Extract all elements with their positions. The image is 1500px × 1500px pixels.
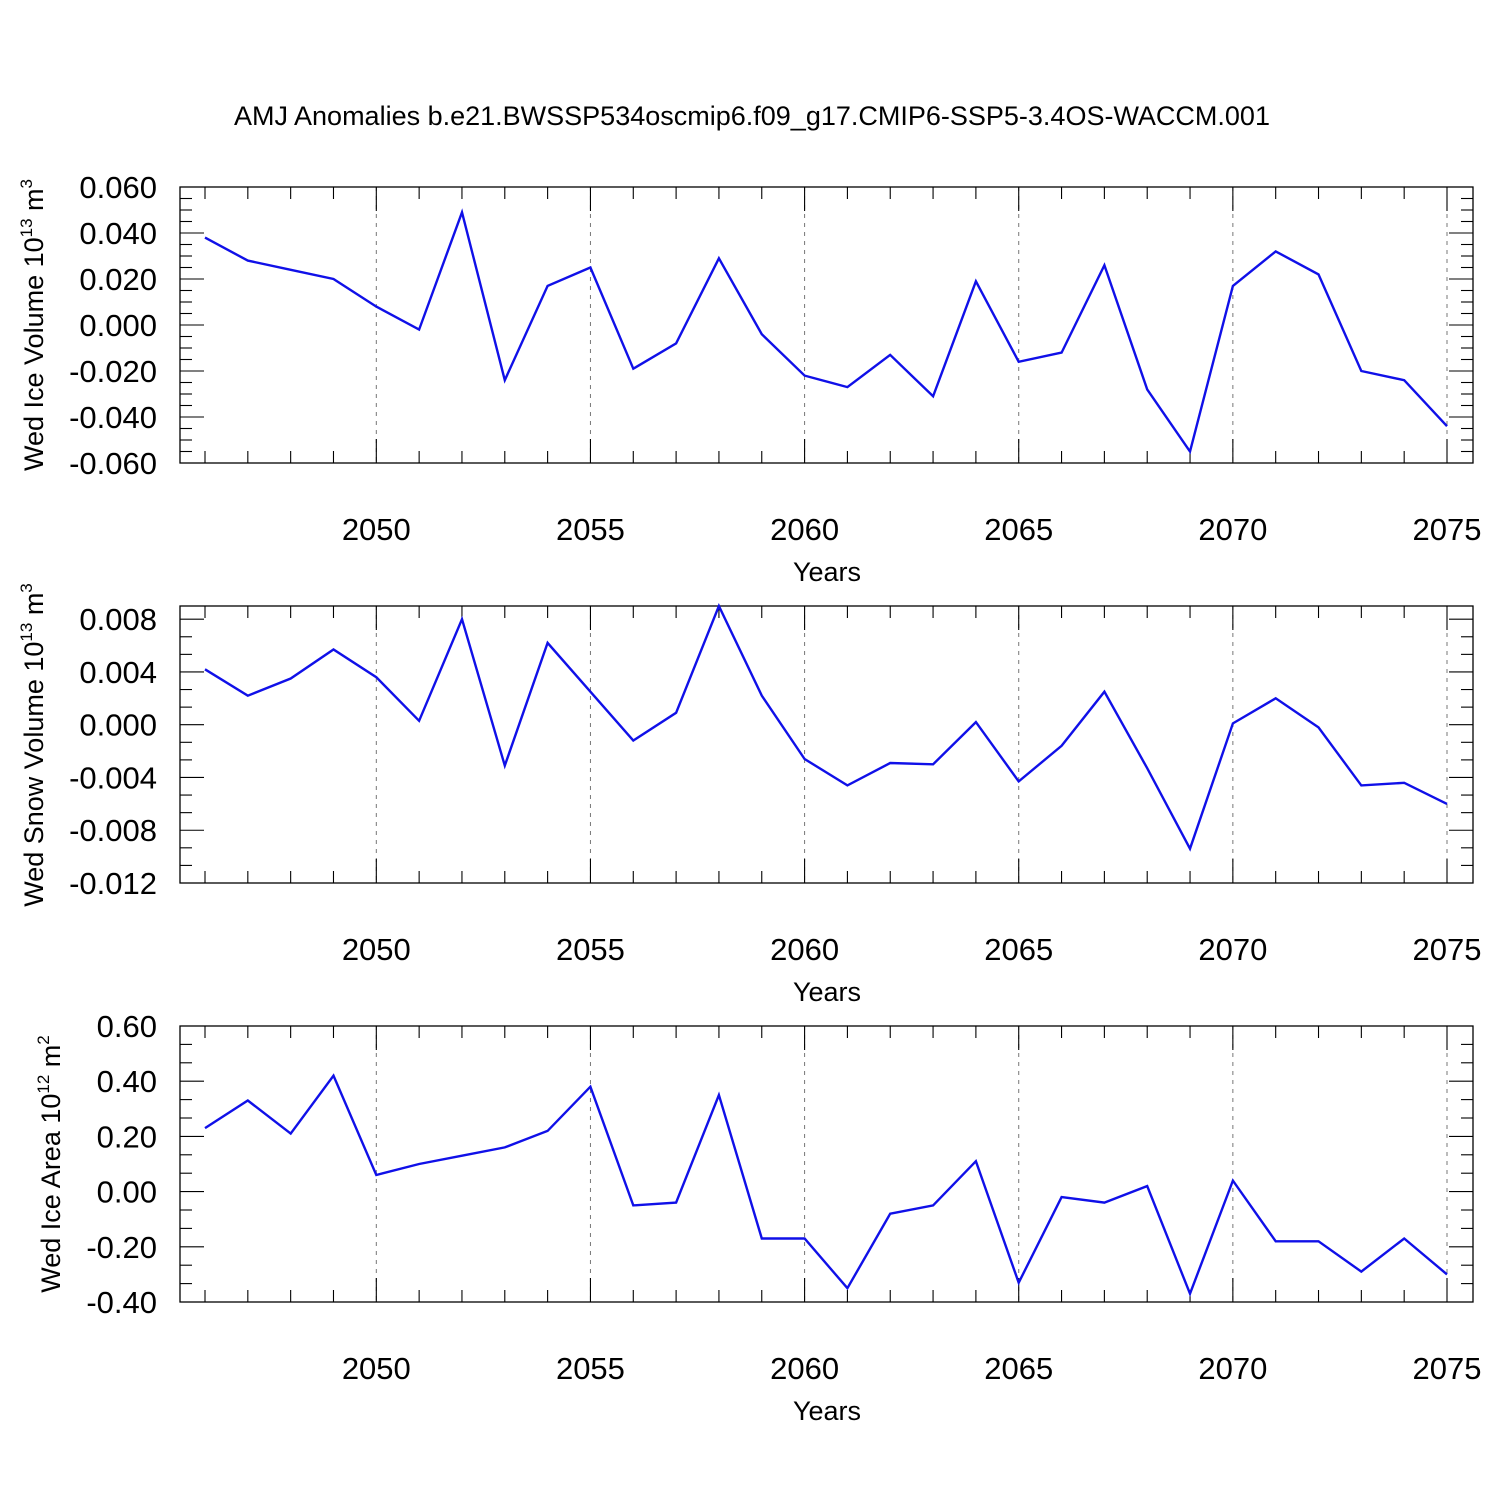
- y-axis-label-text: Wed Ice Volume 10: [19, 237, 49, 471]
- x-tick-label: 2070: [1198, 932, 1267, 967]
- x-tick-label: 2065: [984, 932, 1053, 967]
- y-axis-label-superscript: 3: [17, 583, 36, 592]
- y-tick-label: 0.008: [79, 602, 157, 637]
- x-tick-label: 2050: [342, 932, 411, 967]
- plot-frame: [179, 1025, 1474, 1303]
- chart-panel-2: 2050 2055 2060 2065 2070 2075 Years -0.012 -0.00…: [17, 583, 1481, 1007]
- x-tick-label: 2065: [984, 512, 1053, 547]
- x-tick-label: 2060: [770, 1351, 839, 1386]
- y-tick-label: 0.040: [79, 216, 157, 251]
- y-axis-label-superscript: 13: [17, 623, 36, 642]
- y-axis-label-text: m: [19, 593, 49, 623]
- y-axis-label-superscript: 2: [34, 1035, 53, 1044]
- chart-panels: 2050 2055 2060 2065 2070 2075 Years -0.060 -0.04…: [17, 170, 1481, 1426]
- x-tick-label: 2070: [1198, 512, 1267, 547]
- y-tick-label: 0.004: [79, 655, 157, 690]
- y-tick-label: -0.012: [69, 866, 157, 901]
- y-axis-label-superscript: 12: [34, 1075, 53, 1094]
- y-tick-label: -0.060: [69, 446, 157, 481]
- y-axis-label-superscript: 13: [17, 218, 36, 237]
- chart-panel-3: 2050 2055 2060 2065 2070 2075 Years -0.40 -0.20 0…: [34, 1009, 1481, 1426]
- y-tick-label: -0.020: [69, 354, 157, 389]
- y-tick-label: 0.60: [97, 1009, 157, 1044]
- y-tick-label: -0.20: [86, 1230, 157, 1265]
- series-line: [204, 208, 1448, 455]
- x-tick-label: 2050: [342, 512, 411, 547]
- x-tick-label: 2055: [556, 512, 625, 547]
- x-tick-label: 2060: [770, 932, 839, 967]
- y-tick-label: 0.00: [97, 1175, 157, 1210]
- x-tick-label: 2050: [342, 1351, 411, 1386]
- x-axis-label: Years: [793, 1396, 861, 1426]
- y-axis-label: Wed Ice Volume 1013 m3: [17, 179, 49, 471]
- x-axis-label: Years: [793, 557, 861, 587]
- y-axis-label-superscript: 3: [17, 179, 36, 188]
- y-tick-label: -0.008: [69, 813, 157, 848]
- y-axis-label-text: Wed Ice Area 10: [36, 1094, 66, 1293]
- y-axis-label-text: m: [36, 1045, 66, 1075]
- x-tick-label: 2075: [1413, 932, 1482, 967]
- y-axis-label-text: m: [19, 188, 49, 218]
- y-axis-label: Wed Ice Area 1012 m2: [34, 1035, 66, 1293]
- series-line: [204, 1073, 1448, 1298]
- y-tick-label: -0.40: [86, 1285, 157, 1320]
- x-tick-label: 2055: [556, 932, 625, 967]
- y-tick-label: 0.40: [97, 1064, 157, 1099]
- x-tick-label: 2075: [1413, 1351, 1482, 1386]
- y-tick-label: 0.000: [79, 308, 157, 343]
- x-tick-label: 2055: [556, 1351, 625, 1386]
- y-axis-label-text: Wed Snow Volume 10: [19, 642, 49, 907]
- chart-panel-1: 2050 2055 2060 2065 2070 2075 Years -0.060 -0.04…: [17, 170, 1481, 587]
- x-axis-label: Years: [793, 977, 861, 1007]
- x-tick-label: 2060: [770, 512, 839, 547]
- plot-frame: [179, 186, 1474, 464]
- y-tick-label: 0.020: [79, 262, 157, 297]
- plot-frame: [179, 605, 1474, 884]
- y-tick-label: -0.040: [69, 400, 157, 435]
- y-tick-label: 0.20: [97, 1119, 157, 1154]
- figure-title: AMJ Anomalies b.e21.BWSSP534oscmip6.f09_…: [234, 101, 1270, 131]
- y-axis-label: Wed Snow Volume 1013 m3: [17, 583, 49, 907]
- y-tick-label: 0.000: [79, 708, 157, 743]
- x-tick-label: 2075: [1413, 512, 1482, 547]
- series-line: [204, 603, 1448, 852]
- y-tick-label: 0.060: [79, 170, 157, 205]
- x-tick-label: 2065: [984, 1351, 1053, 1386]
- y-tick-label: -0.004: [69, 760, 157, 795]
- x-tick-label: 2070: [1198, 1351, 1267, 1386]
